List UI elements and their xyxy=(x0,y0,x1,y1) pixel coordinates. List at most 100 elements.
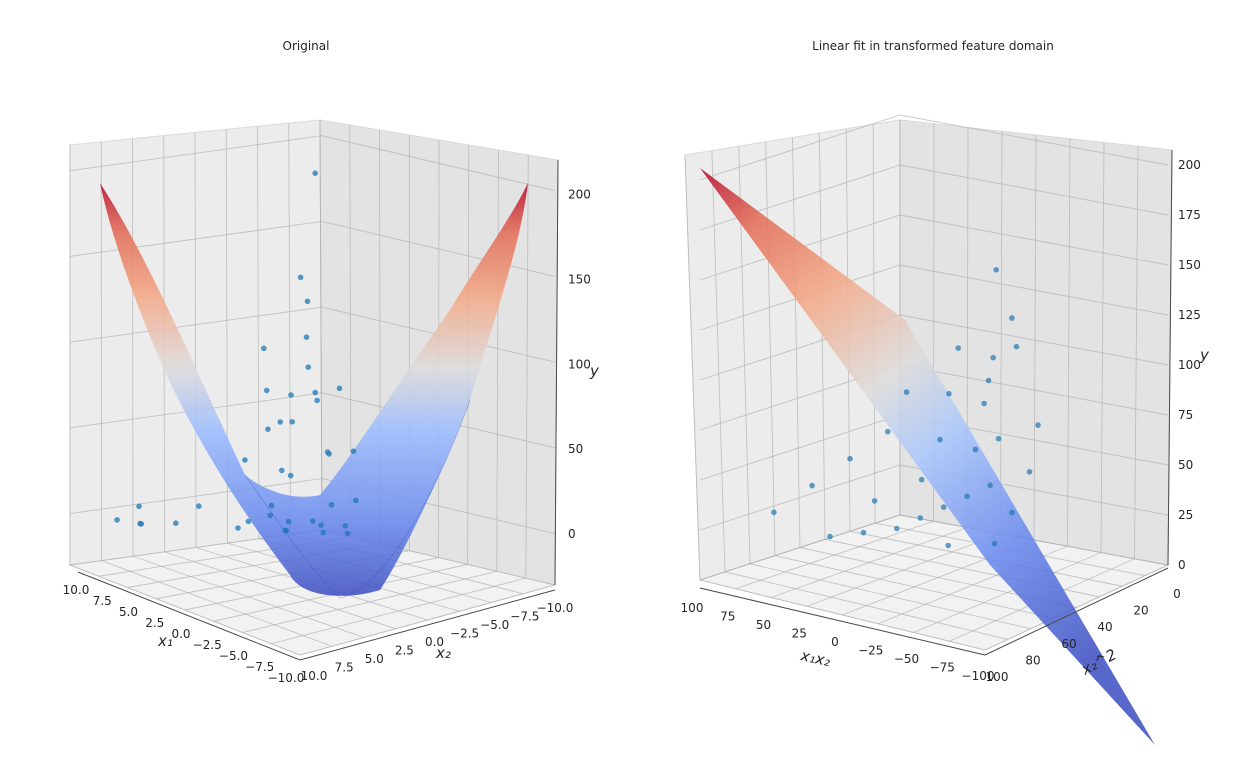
x2sq-tick-label: 60 xyxy=(1061,637,1076,651)
tick-labels: 10.07.55.02.50.0−2.5−5.0−7.5−10.010.07.5… xyxy=(63,188,591,685)
x2-tick-label: 2.5 xyxy=(395,644,414,658)
y-tick-label: 25 xyxy=(1178,508,1193,522)
scatter-point xyxy=(903,389,910,395)
chart-title: Linear fit in transformed feature domain xyxy=(812,39,1054,53)
x1x2-tick-label: 50 xyxy=(756,618,771,632)
grid-line xyxy=(699,514,1169,581)
y-tick-label: 50 xyxy=(1178,458,1193,472)
grid-line xyxy=(1000,131,1003,534)
scatter-point xyxy=(289,419,296,425)
y-tick-label: 200 xyxy=(1178,158,1201,172)
scatter-point xyxy=(277,419,284,425)
x1x2-tick-label: −25 xyxy=(858,644,883,658)
grid-line xyxy=(69,478,556,535)
scatter-point xyxy=(267,512,274,519)
scatter-point xyxy=(303,334,310,341)
y-tick-label: 200 xyxy=(568,188,591,202)
y-axis-label: y xyxy=(1199,346,1210,364)
y-axis-line xyxy=(554,159,559,586)
x2sq-axis-line xyxy=(984,567,1169,656)
scatter-point xyxy=(981,400,987,407)
x1x2-tick-label: 0 xyxy=(831,635,839,649)
y-axis-label: y xyxy=(589,362,600,380)
scatter-point xyxy=(809,482,815,489)
x1x2-tick-label: −50 xyxy=(894,652,919,666)
scatter-point xyxy=(885,428,891,435)
x2sq-tick-label: 20 xyxy=(1133,604,1148,618)
scatter-point xyxy=(940,504,947,510)
x1-tick-label: 5.0 xyxy=(119,605,138,619)
grid-line xyxy=(699,314,1169,381)
x2-tick-label: −5.0 xyxy=(480,618,509,632)
x1x2-tick-label: 75 xyxy=(720,610,735,624)
grid-line xyxy=(1134,146,1139,559)
x1x2-tick-label: −100 xyxy=(962,669,995,683)
grid-line xyxy=(699,264,1169,331)
grid-line xyxy=(132,138,134,557)
x1-tick-label: 7.5 xyxy=(93,594,112,608)
scatter-point xyxy=(268,502,275,509)
scatter-point xyxy=(771,509,777,516)
grid-line xyxy=(319,119,323,531)
grid-line xyxy=(699,114,1169,181)
grid-line xyxy=(1100,142,1105,553)
scatter-point xyxy=(279,467,285,474)
y-axis-line xyxy=(1167,149,1173,566)
y-tick-label: 0 xyxy=(1178,558,1186,572)
scatter-point xyxy=(326,451,332,457)
x1-axis-label: x₁ xyxy=(157,632,173,650)
scatter-point xyxy=(995,435,1002,442)
scatter-point xyxy=(847,455,853,462)
grid-line xyxy=(496,149,499,572)
scatter-point xyxy=(320,529,327,536)
y-tick-label: 50 xyxy=(568,442,583,456)
y-tick-label: 175 xyxy=(1178,208,1201,222)
grid-line xyxy=(792,137,801,548)
grid-line xyxy=(818,133,826,540)
x2-axis-line xyxy=(299,589,556,661)
x1x2-tick-label: 100 xyxy=(681,601,704,615)
scatter-point xyxy=(871,498,878,504)
x1x2-tick-label: −75 xyxy=(930,661,955,675)
grid-line xyxy=(1067,138,1071,547)
scatter-point xyxy=(991,540,998,547)
scatter-point xyxy=(1009,315,1015,321)
grid-line xyxy=(271,577,526,645)
scatter-point xyxy=(937,436,943,443)
scatter-point xyxy=(196,503,202,509)
scatter-point xyxy=(138,521,145,527)
scatter-point xyxy=(297,274,304,281)
scatter-point xyxy=(314,397,320,404)
grid-line xyxy=(699,464,1169,531)
grid-line xyxy=(711,150,726,572)
x1-tick-label: 0.0 xyxy=(171,627,190,641)
y-tick-label: 150 xyxy=(568,273,591,287)
y-tick-label: 100 xyxy=(568,357,591,371)
x2sq-tick-label: 100 xyxy=(986,670,1009,684)
x2-tick-label: −10.0 xyxy=(537,601,574,615)
x2-axis-label: x₂ xyxy=(435,644,451,662)
scatter-point xyxy=(285,518,292,525)
x1x2-axis-label: x₁x₂ xyxy=(798,646,832,670)
y-tick-label: 125 xyxy=(1178,308,1201,322)
grid-line xyxy=(242,570,497,633)
scatter-point xyxy=(282,527,289,534)
scatter-point xyxy=(917,515,924,521)
surface xyxy=(700,168,1155,745)
scatter-point xyxy=(328,502,335,508)
scatter-points xyxy=(114,170,359,537)
chart-title: Original xyxy=(283,39,330,53)
x2sq-tick-label: 40 xyxy=(1097,620,1112,634)
scatter-point xyxy=(860,529,867,536)
scatter-point xyxy=(827,533,833,540)
grid-line xyxy=(984,564,1169,651)
tick-labels: 100 75 50 25 0 −25 −50 −75 −100 0 20 40 60 80 100 0 25 50… xyxy=(681,158,1201,684)
scatter-point xyxy=(1035,422,1041,428)
scatter-point xyxy=(136,503,142,510)
scatter-point xyxy=(318,522,324,528)
x1-tick-label: 2.5 xyxy=(145,616,164,630)
x2-tick-label: 0.0 xyxy=(425,635,444,649)
scatter-point xyxy=(946,390,952,397)
scatter-point xyxy=(964,493,970,500)
scatter-points xyxy=(771,267,1041,549)
